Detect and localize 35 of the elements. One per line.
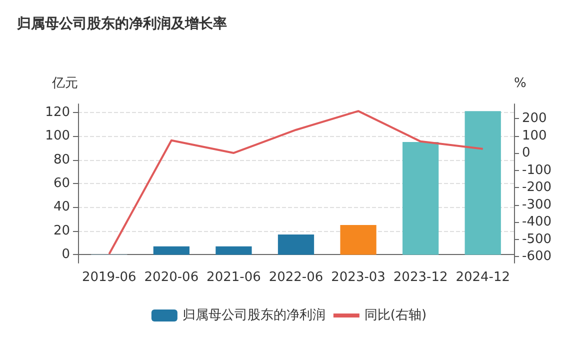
bar bbox=[340, 225, 376, 255]
bar bbox=[464, 111, 501, 255]
y-tick-label: 0 bbox=[62, 247, 70, 262]
bar bbox=[153, 246, 190, 255]
x-tick-label: 2020-06 bbox=[144, 270, 199, 285]
x-tick-label: 2021-06 bbox=[206, 270, 261, 285]
y2-axis-title: % bbox=[514, 76, 526, 91]
y-tick-label: 120 bbox=[45, 104, 70, 120]
bar bbox=[278, 234, 314, 255]
y2-tick-label: 0 bbox=[522, 146, 530, 161]
y2-tick-label: 100 bbox=[522, 128, 547, 144]
x-tick-label: 2022-06 bbox=[268, 270, 324, 285]
bar bbox=[402, 142, 439, 255]
y2-tick-label: -400 bbox=[522, 214, 552, 230]
y-tick-label: 80 bbox=[53, 152, 70, 168]
line-series bbox=[108, 110, 484, 256]
legend-label: 归属母公司股东的净利润 bbox=[182, 308, 326, 323]
y-tick-label: 60 bbox=[53, 176, 70, 191]
chart-title: 归属母公司股东的净利润及增长率 bbox=[16, 15, 227, 32]
y-tick-label: 100 bbox=[45, 128, 70, 144]
x-tick-label: 2024-12 bbox=[456, 270, 510, 285]
legend-label: 同比(右轴) bbox=[364, 308, 427, 323]
y2-tick-label: -100 bbox=[522, 162, 552, 178]
bar bbox=[216, 246, 252, 255]
y2-tick-label: -600 bbox=[522, 249, 552, 264]
x-tick-label: 2023-03 bbox=[331, 270, 386, 285]
y-tick-label: 20 bbox=[53, 223, 70, 238]
x-tick-label: 2019-06 bbox=[82, 270, 136, 285]
y-tick-label: 40 bbox=[53, 200, 70, 215]
y2-tick-label: -500 bbox=[522, 232, 552, 247]
y-axis-title: 亿元 bbox=[51, 76, 78, 91]
y2-tick-label: -300 bbox=[522, 197, 552, 212]
y2-tick-label: -200 bbox=[522, 180, 552, 196]
y2-tick-label: 200 bbox=[522, 111, 547, 126]
x-tick-label: 2023-12 bbox=[393, 270, 448, 285]
